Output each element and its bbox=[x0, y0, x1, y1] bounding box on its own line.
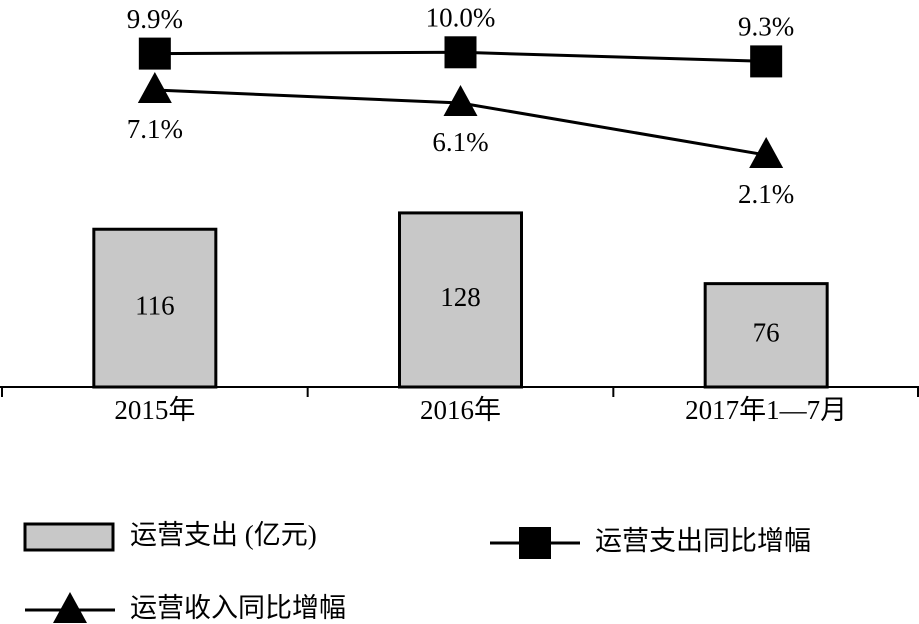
bar-value-label: 128 bbox=[440, 282, 481, 312]
bar bbox=[398, 211, 523, 389]
x-tick-label: 2015年 bbox=[114, 395, 195, 425]
marker-square bbox=[138, 37, 171, 70]
bar bbox=[703, 282, 829, 389]
legend-label: 运营支出同比增幅 bbox=[595, 526, 811, 556]
data-label: 10.0% bbox=[426, 3, 496, 33]
legend-marker bbox=[519, 527, 551, 559]
legend-swatch bbox=[23, 522, 115, 552]
data-label: 9.3% bbox=[738, 12, 794, 42]
bar bbox=[92, 227, 218, 389]
data-label: 9.9% bbox=[127, 4, 183, 34]
x-tick-label: 2017年1—7月 bbox=[685, 395, 847, 425]
marker-triangle bbox=[137, 72, 172, 103]
marker-square bbox=[750, 45, 783, 78]
data-label: 6.1% bbox=[432, 127, 488, 157]
legend-label: 运营支出 (亿元) bbox=[130, 520, 317, 550]
data-label: 7.1% bbox=[127, 114, 183, 144]
marker-triangle bbox=[443, 85, 478, 116]
x-tick-label: 2016年 bbox=[420, 395, 501, 425]
bar-value-label: 76 bbox=[753, 318, 780, 348]
marker-triangle bbox=[749, 137, 784, 168]
legend-marker bbox=[53, 592, 87, 623]
bar-value-label: 116 bbox=[135, 290, 175, 320]
marker-square bbox=[444, 36, 477, 69]
data-label: 2.1% bbox=[738, 179, 794, 209]
legend-label: 运营收入同比增幅 bbox=[130, 593, 346, 623]
